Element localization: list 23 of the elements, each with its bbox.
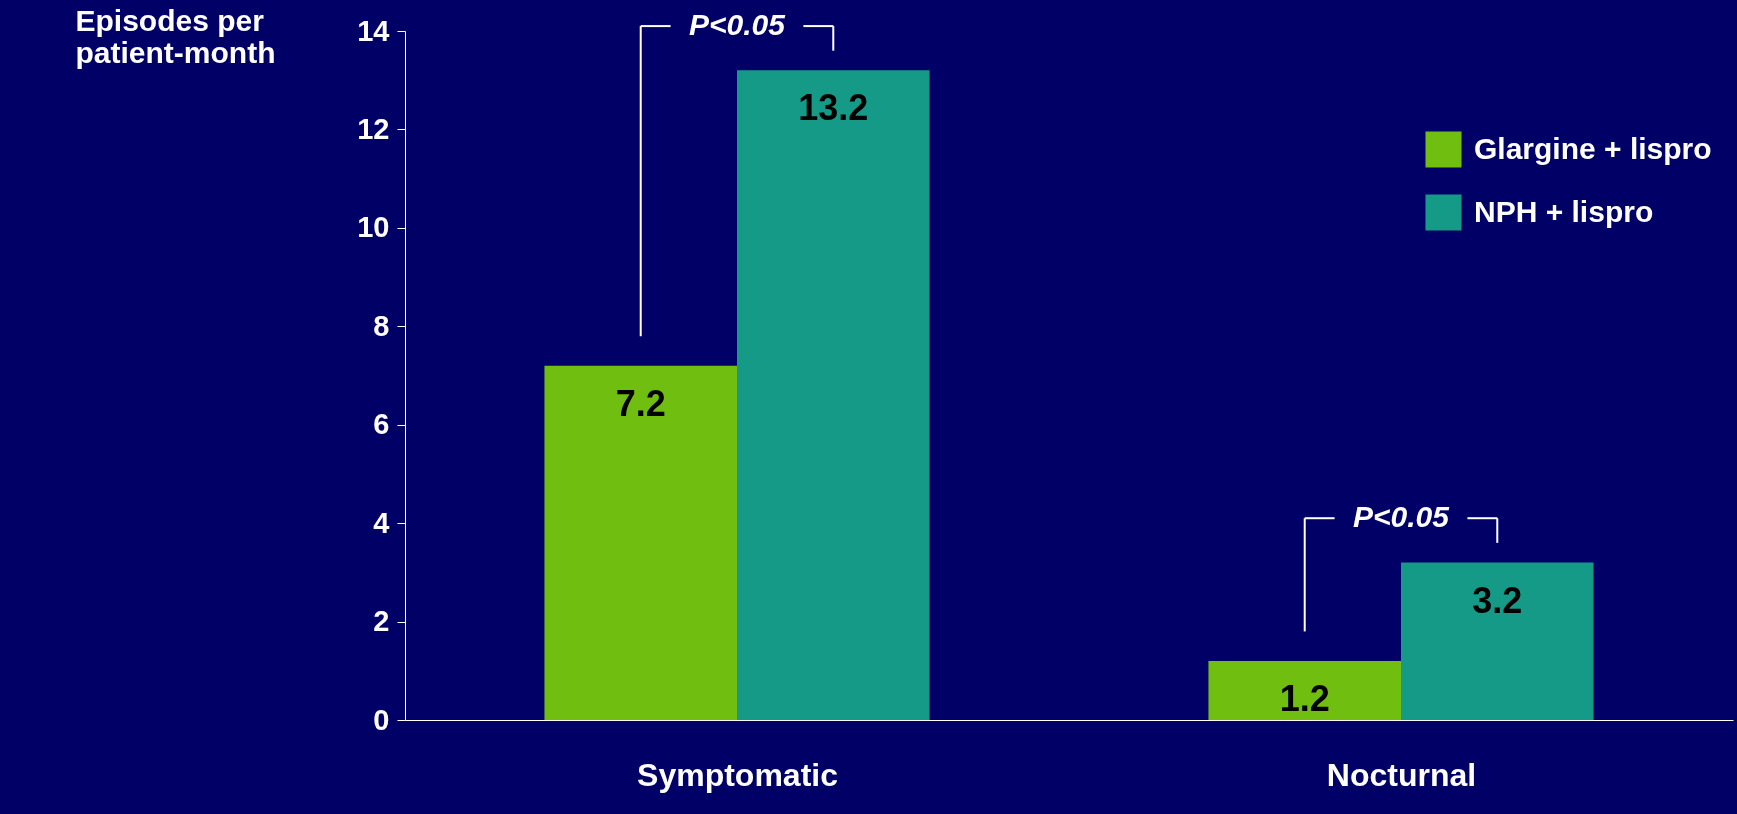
- y-axis-title: Episodes per patient-month: [75, 3, 276, 69]
- data-label: 3.2: [1472, 579, 1523, 621]
- annotation: P<0.05: [1353, 500, 1451, 534]
- bar: [1208, 660, 1401, 720]
- data-label: 7.2: [615, 382, 666, 424]
- data-label: 13.2: [798, 87, 869, 129]
- y-tick-label: 2: [373, 605, 390, 638]
- y-tick-label: 4: [373, 506, 390, 539]
- annotation: P<0.05: [689, 8, 787, 42]
- y-tick-label: 6: [373, 408, 390, 441]
- y-tick-label: 0: [373, 703, 390, 736]
- y-tick-label: 14: [357, 14, 390, 47]
- x-tick-label: Nocturnal: [1326, 756, 1477, 793]
- bar: [544, 365, 737, 720]
- x-tick-label: Symptomatic: [637, 756, 838, 793]
- legend-label: Glargine + lispro: [1474, 131, 1712, 165]
- legend-label: NPH + lispro: [1474, 194, 1654, 228]
- bar: [737, 70, 930, 720]
- y-tick-label: 10: [357, 211, 390, 244]
- bar: [1401, 562, 1594, 720]
- y-tick-label: 8: [373, 309, 390, 342]
- data-label: 1.2: [1279, 677, 1330, 719]
- y-tick-label: 12: [357, 112, 390, 145]
